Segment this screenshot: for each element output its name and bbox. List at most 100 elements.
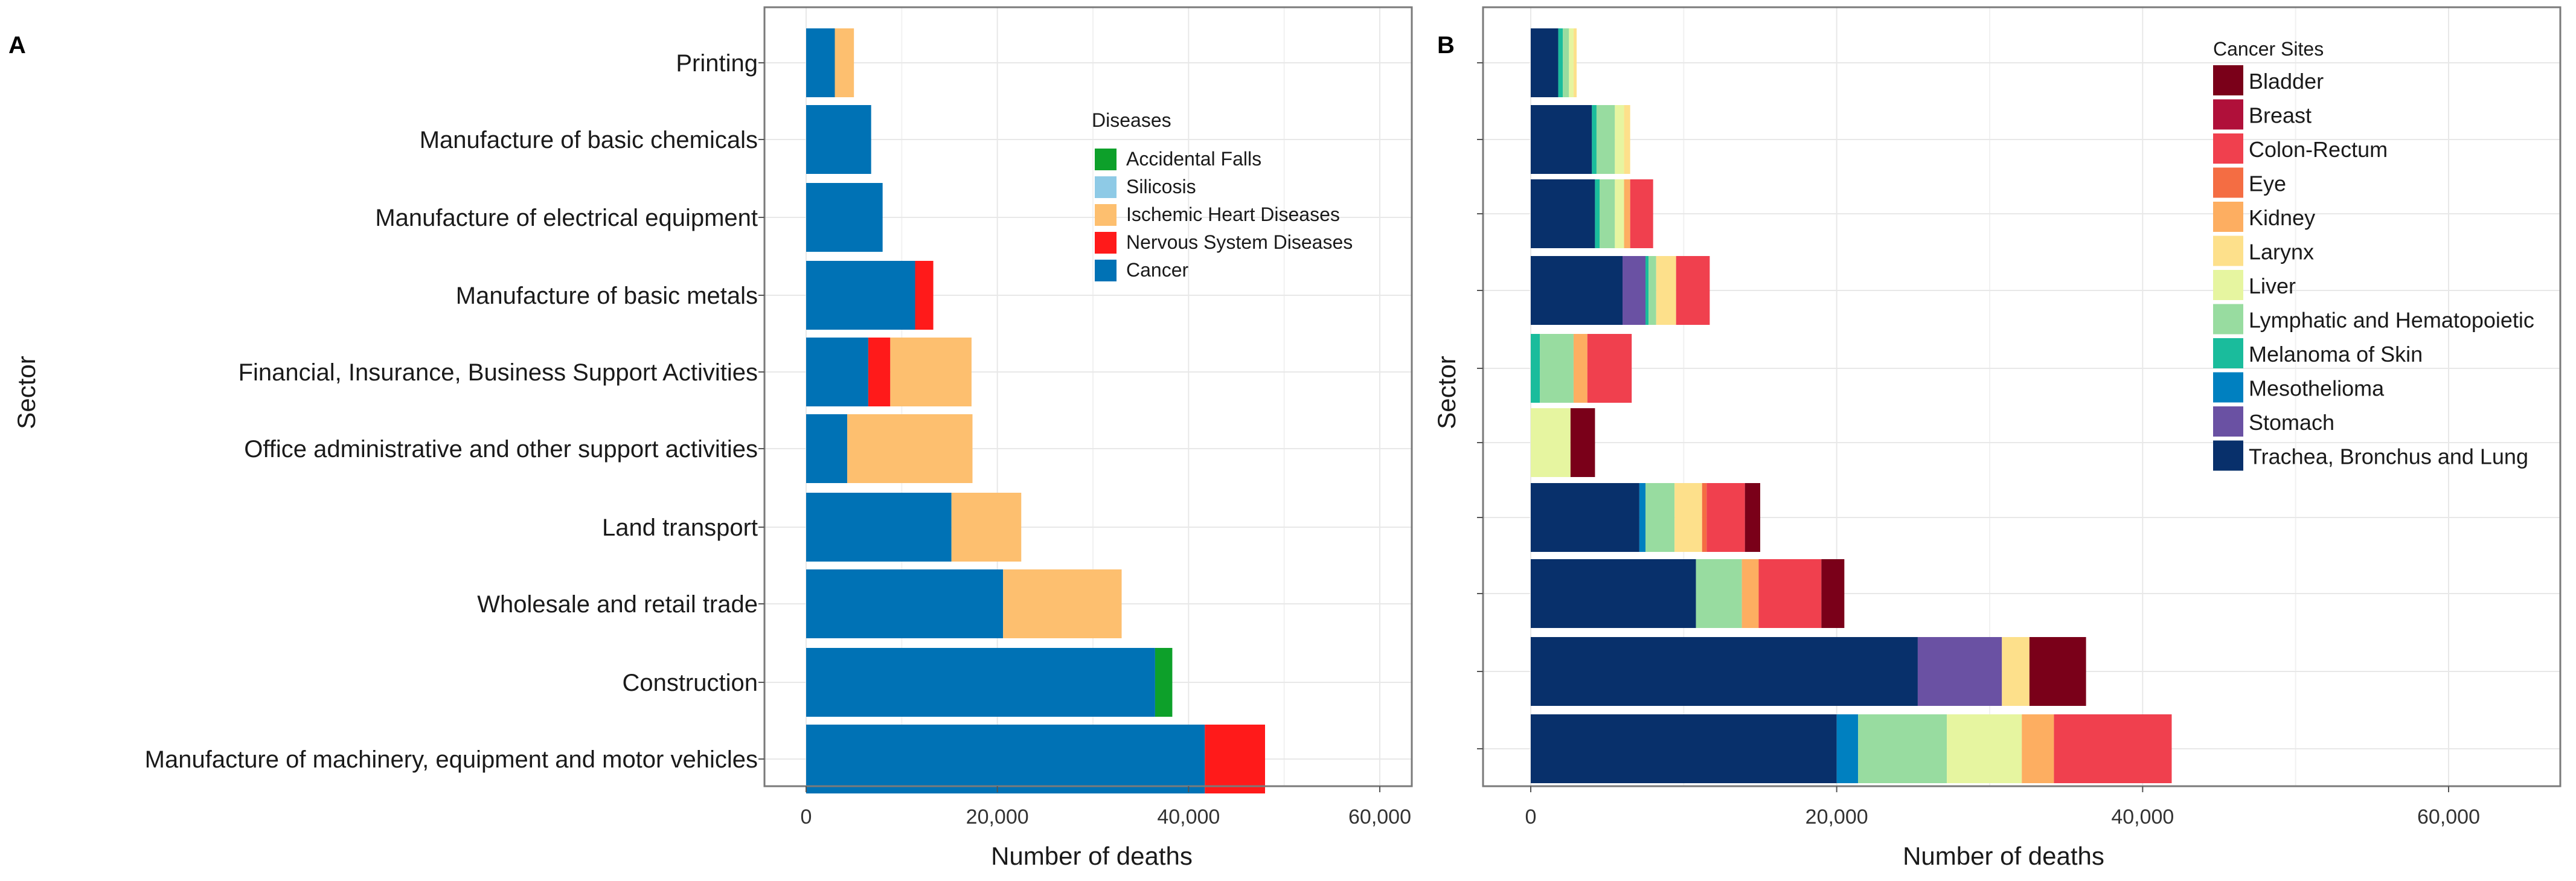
bar-segment [1205, 725, 1265, 793]
bar-segment [1155, 648, 1173, 717]
bars [1531, 28, 2172, 783]
bar-row [806, 569, 1122, 638]
bar-segment [890, 338, 972, 406]
bar-segment [1624, 179, 1630, 248]
bar-segment [1558, 28, 1563, 97]
bar-row [806, 493, 1022, 562]
bar-segment [951, 493, 1022, 562]
bar-segment [1587, 334, 1632, 403]
bar-row [806, 414, 973, 483]
legend-swatch [1095, 232, 1117, 254]
legend-item: Accidental Falls [1095, 148, 1261, 170]
bar-segment [847, 414, 973, 483]
legend-item: Cancer [1095, 259, 1189, 281]
legend-label: Eye [2249, 171, 2286, 196]
legend-label: Ischemic Heart Diseases [1126, 203, 1340, 225]
bar-row [806, 338, 972, 406]
bar-segment [1706, 483, 1745, 552]
bar-segment [1531, 559, 1696, 628]
bar-segment [806, 338, 868, 406]
category-label: Printing [676, 50, 758, 77]
bar-row [1531, 483, 1760, 552]
legend-item: Eye [2213, 167, 2286, 198]
bar-segment [1573, 28, 1577, 97]
bar-segment [1573, 334, 1588, 403]
y-axis-title: Sector [1432, 356, 1461, 429]
bar-row [806, 648, 1173, 717]
bar-segment [1648, 256, 1656, 325]
legend-swatch [1095, 260, 1117, 281]
bar-segment [1531, 408, 1571, 477]
bar-row [806, 183, 883, 252]
bar-segment [1645, 256, 1649, 325]
legend-item: Stomach [2213, 406, 2334, 437]
legend-item: Lymphatic and Hematopoietic [2213, 304, 2534, 335]
bar-row [806, 725, 1265, 793]
legend-item: Colon-Rectum [2213, 133, 2388, 164]
category-label: Manufacture of machinery, equipment and … [145, 746, 758, 773]
legend-item: Melanoma of Skin [2213, 338, 2423, 368]
legend-item: Mesothelioma [2213, 372, 2385, 403]
bar-segment [1745, 483, 1760, 552]
legend-item: Nervous System Diseases [1095, 231, 1353, 254]
bar-segment [1624, 105, 1630, 174]
bar-segment [1917, 637, 2002, 706]
bar-segment [1696, 559, 1742, 628]
legend-swatch [2213, 372, 2243, 403]
bar-segment [1595, 179, 1600, 248]
bar-segment [2029, 637, 2086, 706]
legend-item: Breast [2213, 99, 2312, 130]
legend-swatch [1095, 176, 1117, 198]
legend-swatch [2213, 133, 2243, 164]
y-axis-title: Sector [12, 356, 40, 429]
category-label: Land transport [602, 514, 758, 541]
legend-swatch [2213, 202, 2243, 232]
bar-segment [1531, 256, 1623, 325]
category-label: Manufacture of electrical equipment [375, 205, 758, 231]
legend-label: Breast [2249, 103, 2312, 128]
legend-label: Mesothelioma [2249, 376, 2385, 401]
legend-swatch [2213, 65, 2243, 95]
bar-segment [806, 493, 952, 562]
bar-row [1531, 408, 1595, 477]
panel-letter-a: A [8, 32, 26, 59]
bar-segment [1656, 256, 1676, 325]
bar-row [1531, 179, 1653, 248]
x-tick-label: 40,000 [2111, 806, 2174, 828]
bar-segment [1645, 483, 1675, 552]
bar-segment [1600, 179, 1615, 248]
bar-segment [1531, 28, 1559, 97]
bar-segment [835, 28, 854, 97]
bar-segment [1630, 179, 1653, 248]
bar-segment [1531, 179, 1595, 248]
legend-label: Stomach [2249, 410, 2334, 435]
x-tick-labels: 0 20,000 40,000 60,000 [801, 786, 1411, 828]
bar-segment [1531, 105, 1592, 174]
bar-segment [1702, 483, 1707, 552]
panel-b-chart: 0 20,000 40,000 60,000 Number of deaths Secto… [1432, 6, 2562, 870]
category-labels: Printing Manufacture of basic chemicals Ma… [145, 50, 758, 773]
bar-row [1531, 28, 1577, 97]
bar-row [806, 105, 871, 174]
legend-title: Diseases [1092, 109, 1171, 131]
bar-segment [1758, 559, 1822, 628]
legend-label: Colon-Rectum [2249, 137, 2388, 162]
legend-item: Ischemic Heart Diseases [1095, 203, 1340, 226]
x-axis-title: Number of deaths [991, 842, 1193, 870]
legend-swatch [2213, 167, 2243, 198]
x-axis-title: Number of deaths [1903, 842, 2104, 870]
bar-segment [1615, 179, 1624, 248]
legend-item: Liver [2213, 270, 2296, 300]
bar-segment [806, 725, 1205, 793]
legend-swatch [1095, 149, 1117, 170]
panel-a-chart: Printing Manufacture of basic chemicals Ma… [12, 6, 1413, 870]
plot-frame [763, 6, 1413, 787]
category-label: Financial, Insurance, Business Support A… [239, 359, 758, 386]
bar-segment [1531, 334, 1540, 403]
category-label: Manufacture of basic metals [456, 283, 758, 309]
y-ticks [758, 62, 764, 760]
bar-segment [806, 648, 1155, 717]
category-label: Wholesale and retail trade [477, 591, 758, 618]
legend-swatch [2213, 304, 2243, 335]
